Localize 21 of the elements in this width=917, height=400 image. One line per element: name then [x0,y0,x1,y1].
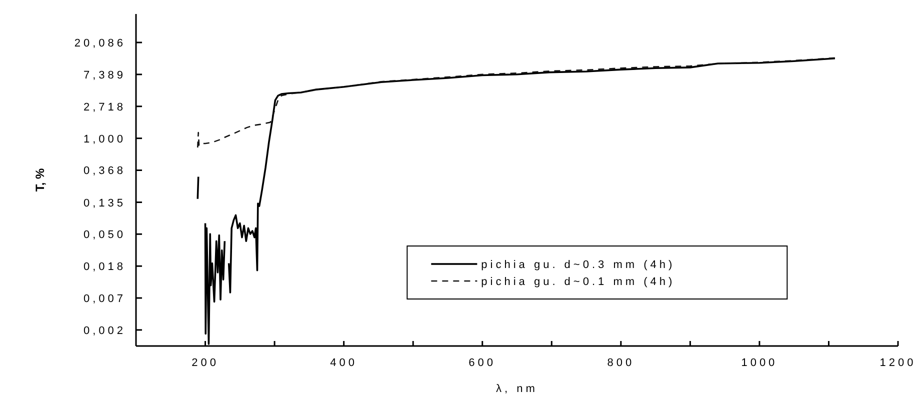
y-tick-label: 1,000 [83,133,126,146]
x-tick-label: 400 [330,357,358,369]
y-tick-label: 0,050 [83,229,126,242]
x-tick-label: 1000 [741,357,778,369]
x-tick-label: 800 [607,357,635,369]
y-tick-label: 0,135 [83,197,126,210]
y-tick-label: 2,718 [83,101,126,114]
y-tick-label: 7,389 [83,69,126,82]
x-tick-label: 200 [192,357,219,369]
y-tick-label: 0,018 [83,261,126,274]
y-tick-label: 0,007 [83,293,126,306]
x-tick-label: 600 [468,357,496,369]
legend-label: pichia gu. d~0.1 mm (4h) [481,276,676,288]
x-tick-label: 1200 [880,357,916,369]
y-tick-label: 0,368 [83,165,126,178]
legend-label: pichia gu. d~0.3 mm (4h) [481,259,676,271]
y-tick-label: 0,002 [83,324,126,337]
x-axis-title: λ, nm [496,383,538,395]
y-axis-title: T, % [33,168,47,192]
line-series [197,57,836,148]
y-tick-label: 20,086 [74,37,126,50]
